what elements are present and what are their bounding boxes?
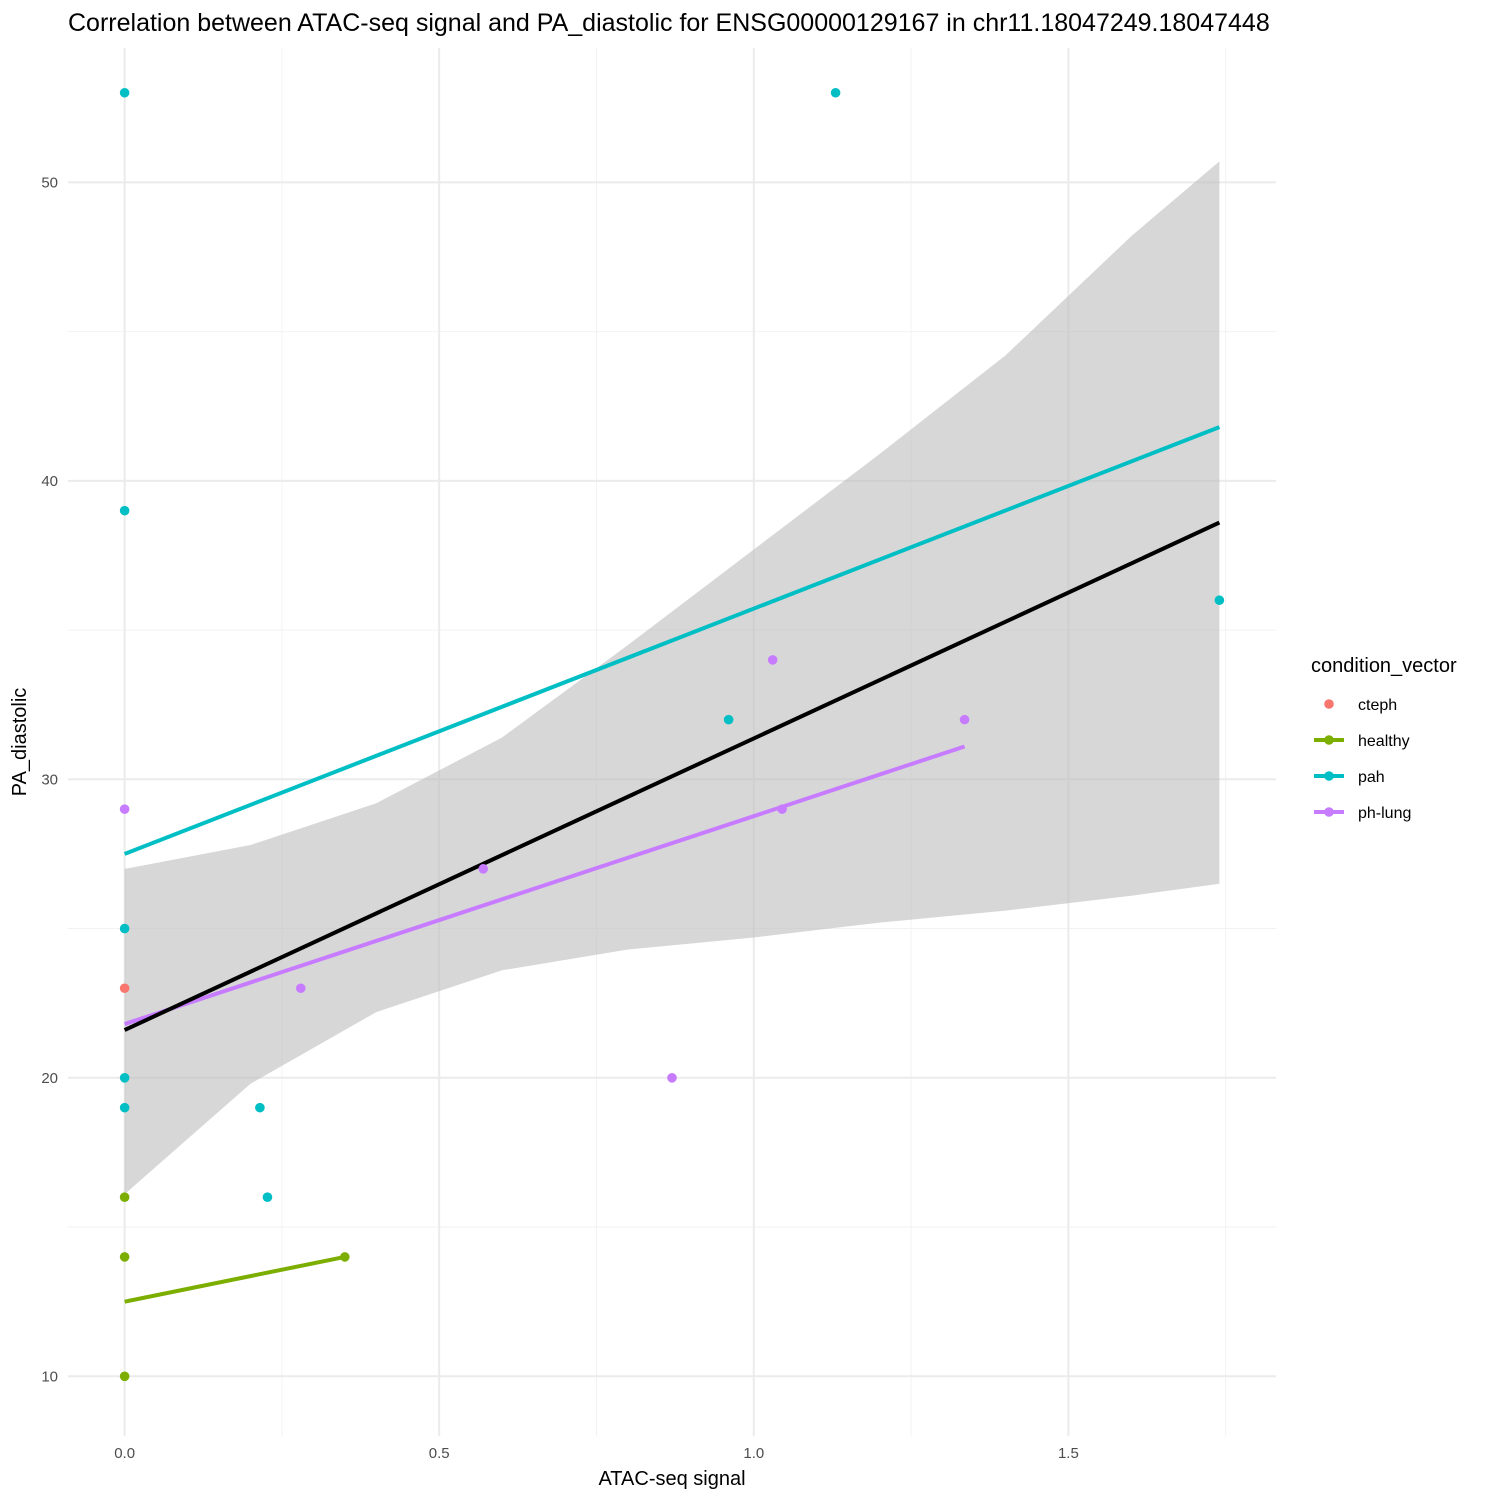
data-point-pah [119, 923, 130, 934]
data-point-pah [262, 1192, 273, 1203]
confidence-band [124, 161, 1220, 1195]
fit-line-healthy [124, 1254, 346, 1304]
legend-label-healthy: healthy [1358, 733, 1410, 750]
data-points [119, 87, 1225, 1382]
x-tick-label: 1.5 [1058, 1445, 1079, 1462]
data-point-pah [119, 1102, 130, 1113]
data-point-ph-lung [959, 714, 970, 725]
data-point-pah [119, 505, 130, 516]
legend-key-point-ph-lung [1324, 807, 1334, 817]
x-tick-label: 0.0 [114, 1445, 135, 1462]
data-point-pah [830, 87, 841, 98]
y-tick-label: 10 [41, 1368, 58, 1385]
data-point-healthy [119, 1371, 130, 1382]
data-point-ph-lung [119, 804, 130, 814]
data-point-ph-lung [767, 655, 778, 665]
data-point-cteph [119, 983, 130, 994]
legend-key-point-cteph [1324, 699, 1334, 709]
x-tick-label: 0.5 [429, 1445, 450, 1462]
data-point-ph-lung [478, 864, 489, 874]
legend-key-point-healthy [1324, 735, 1334, 745]
legend-label-ph-lung: ph-lung [1358, 805, 1411, 822]
confidence-band-area [124, 161, 1220, 1195]
data-point-pah [119, 1073, 130, 1083]
x-tick-label: 1.0 [743, 1445, 764, 1462]
x-axis-ticks: 0.0 0.5 1.0 1.5 [114, 1445, 1079, 1462]
data-point-healthy [340, 1252, 350, 1262]
legend: condition_vector cteph healthy pah ph-lung [1311, 655, 1457, 822]
fit-line-pah [123, 425, 1221, 856]
y-tick-label: 30 [41, 771, 58, 788]
y-axis-ticks: 10 20 30 40 50 [41, 174, 58, 1385]
data-point-pah [723, 714, 734, 725]
legend-title: condition_vector [1311, 655, 1457, 677]
fit-line-ph-lung [123, 744, 966, 1026]
fit-line-overall [123, 520, 1221, 1032]
y-tick-label: 20 [41, 1070, 58, 1087]
fit-lines [123, 425, 1221, 1304]
y-tick-label: 40 [41, 473, 58, 490]
x-axis-title: ATAC-seq signal [598, 1468, 745, 1490]
y-axis-title: PA_diastolic [9, 688, 31, 797]
data-point-healthy [119, 1192, 130, 1203]
chart-title: Correlation between ATAC-seq signal and … [68, 9, 1270, 37]
data-point-pah [119, 87, 130, 98]
legend-label-cteph: cteph [1358, 697, 1397, 714]
data-point-ph-lung [295, 983, 306, 994]
data-point-ph-lung [777, 804, 787, 814]
y-tick-label: 50 [41, 174, 58, 191]
data-point-pah [255, 1102, 265, 1113]
data-point-healthy [119, 1252, 130, 1262]
legend-entries: cteph healthy pah ph-lung [1314, 697, 1411, 822]
data-point-pah [1214, 595, 1225, 606]
data-point-ph-lung [667, 1073, 677, 1083]
legend-label-pah: pah [1358, 769, 1385, 786]
legend-key-point-pah [1324, 771, 1334, 781]
